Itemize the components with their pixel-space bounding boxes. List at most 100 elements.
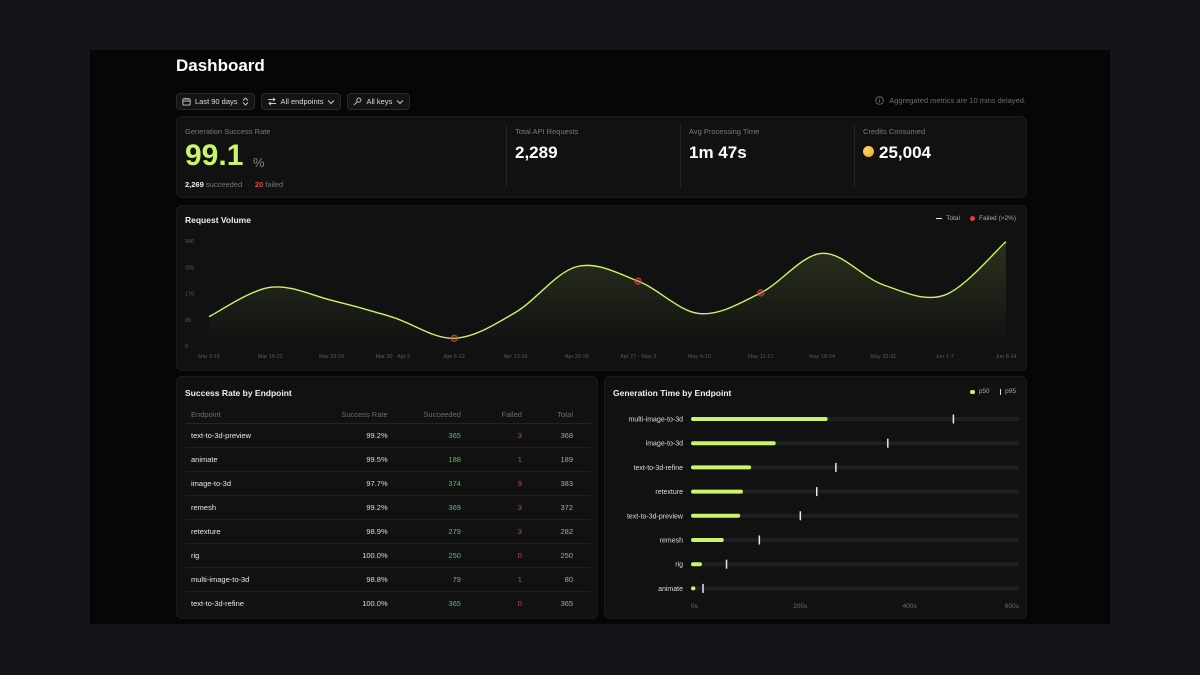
p95-marker[interactable] — [952, 414, 955, 424]
processing-time-label: Avg Processing Time — [689, 127, 760, 136]
legend-failed: Failed (>2%) — [969, 215, 1016, 222]
x-tick-label: Jun 1-7 — [936, 354, 954, 360]
table-row[interactable]: retexture 98.9% 279 3 282 — [185, 519, 591, 544]
column-header: Endpoint — [185, 407, 315, 424]
request-volume-title: Request Volume — [185, 215, 251, 225]
date-range-label: Last 90 days — [195, 97, 238, 106]
success-rate-card: Success Rate by Endpoint Endpoint Success… — [176, 376, 598, 619]
success-rate-cell: 99.2% — [314, 495, 394, 520]
success-rate-table-title: Success Rate by Endpoint — [185, 388, 292, 398]
credits-metric: Credits Consumed 25,004 — [863, 117, 1023, 197]
chevron-down-icon — [396, 99, 404, 104]
endpoint-label: retexture — [655, 489, 683, 496]
legend-total-label: Total — [946, 215, 960, 222]
table-row[interactable]: animate 99.5% 188 1 189 — [185, 447, 591, 472]
legend-p50-label: p50 — [978, 388, 990, 395]
x-tick-label: Apr 13-19 — [503, 354, 527, 360]
table-row[interactable]: multi-image-to-3d 98.8% 79 1 80 — [185, 567, 591, 592]
failed-cell: 1 — [481, 567, 540, 592]
p50-bar[interactable] — [691, 513, 741, 518]
endpoint-label: multi-image-to-3d — [629, 417, 684, 424]
y-tick-label: 85 — [185, 318, 191, 324]
total-cell: 383 — [539, 471, 591, 496]
p95-marker[interactable] — [799, 511, 802, 521]
total-cell: 189 — [539, 447, 591, 472]
generation-time-title: Generation Time by Endpoint — [613, 388, 732, 398]
total-cell: 282 — [539, 519, 591, 544]
endpoint-table: Endpoint Success Rate Succeeded Failed Total… — [185, 407, 591, 615]
legend-p50: p50 — [969, 388, 990, 395]
endpoints-label: All endpoints — [280, 97, 324, 106]
succeeded-cell: 374 — [393, 471, 482, 496]
x-tick-label: May 25-31 — [870, 354, 896, 360]
credits-label: Credits Consumed — [863, 127, 926, 136]
failed-cell: 0 — [481, 543, 540, 568]
success-rate-unit: % — [253, 155, 265, 170]
table-row[interactable]: text-to-3d-refine 100.0% 365 0 365 — [185, 591, 591, 615]
generation-time-chart: multi-image-to-3d image-to-3d text-to-3d-r… — [627, 414, 1020, 610]
p50-bar[interactable] — [691, 489, 743, 494]
table-row[interactable]: image-to-3d 97.7% 374 9 383 — [185, 471, 591, 496]
key-icon — [354, 97, 362, 106]
failed-cell: 3 — [481, 423, 540, 448]
success-rate-cell: 99.5% — [314, 447, 394, 472]
success-breakdown: 2,269 succeeded · 20 failed — [185, 180, 283, 189]
bar-track — [691, 465, 1019, 470]
failed-cell: 1 — [481, 447, 540, 472]
success-rate-value: 99.1 — [185, 139, 244, 172]
column-header: Failed — [481, 407, 540, 424]
bar-track — [691, 513, 1019, 518]
succeeded-cell: 365 — [448, 598, 461, 608]
coin-icon — [863, 146, 874, 158]
p50-bar[interactable] — [691, 417, 828, 421]
y-tick-label: 340 — [185, 239, 194, 245]
endpoint-cell: rig — [185, 543, 315, 568]
bar-track — [691, 586, 1019, 591]
endpoints-filter[interactable]: All endpoints — [260, 93, 342, 110]
p95-marker[interactable] — [758, 535, 761, 545]
bar-track — [691, 489, 1019, 494]
p50-bar[interactable] — [691, 586, 696, 591]
x-tick-label: Apr 20-26 — [565, 354, 589, 360]
table-row[interactable]: rig 100.0% 250 0 250 — [185, 543, 591, 568]
table-row[interactable]: remesh 99.2% 369 3 372 — [185, 495, 591, 520]
column-header: Succeeded — [393, 407, 482, 424]
failed-marker[interactable] — [757, 289, 765, 297]
failed-marker[interactable] — [634, 277, 642, 285]
p95-marker[interactable] — [702, 583, 704, 593]
endpoint-label: text-to-3d-preview — [627, 513, 684, 520]
succeeded-count: 2,269 — [185, 180, 204, 189]
success-rate-label: Generation Success Rate — [185, 127, 271, 136]
x-tick-label: 0s — [691, 603, 699, 610]
sort-updown-icon — [242, 97, 248, 106]
endpoint-cell: multi-image-to-3d — [185, 567, 315, 592]
y-tick-label: 255 — [185, 265, 194, 271]
x-tick-label: Jun 8-14 — [995, 354, 1016, 360]
p50-bar[interactable] — [691, 441, 776, 446]
x-tick-label: Mar 30 - Apr 5 — [375, 354, 410, 360]
succeeded-cell: 188 — [393, 447, 482, 472]
success-rate-cell: 100.0% — [314, 543, 394, 568]
legend-line-swatch — [936, 217, 943, 220]
failed-marker[interactable] — [450, 334, 458, 342]
legend-tick-swatch — [999, 388, 1002, 395]
p50-bar[interactable] — [691, 538, 724, 542]
total-cell: 368 — [539, 423, 591, 448]
succeeded-label: succeeded — [205, 180, 243, 189]
total-cell: 365 — [560, 598, 573, 608]
p95-marker[interactable] — [725, 559, 728, 569]
table-row[interactable]: text-to-3d-preview 99.2% 365 3 368 — [185, 423, 591, 448]
endpoint-label: rig — [675, 562, 683, 569]
p50-bar[interactable] — [691, 465, 752, 470]
endpoint-cell: remesh — [185, 495, 315, 520]
p50-bar[interactable] — [691, 562, 702, 567]
success-rate-cell: 97.7% — [314, 471, 394, 496]
p95-marker[interactable] — [815, 487, 818, 497]
keys-filter[interactable]: All keys — [347, 93, 411, 110]
p95-marker[interactable] — [835, 462, 837, 472]
p95-marker[interactable] — [887, 438, 889, 448]
total-series-line — [208, 241, 1007, 339]
date-range-filter[interactable]: Last 90 days — [176, 93, 255, 110]
credits-value-row: 25,004 — [863, 143, 931, 163]
keys-label: All keys — [366, 97, 393, 106]
